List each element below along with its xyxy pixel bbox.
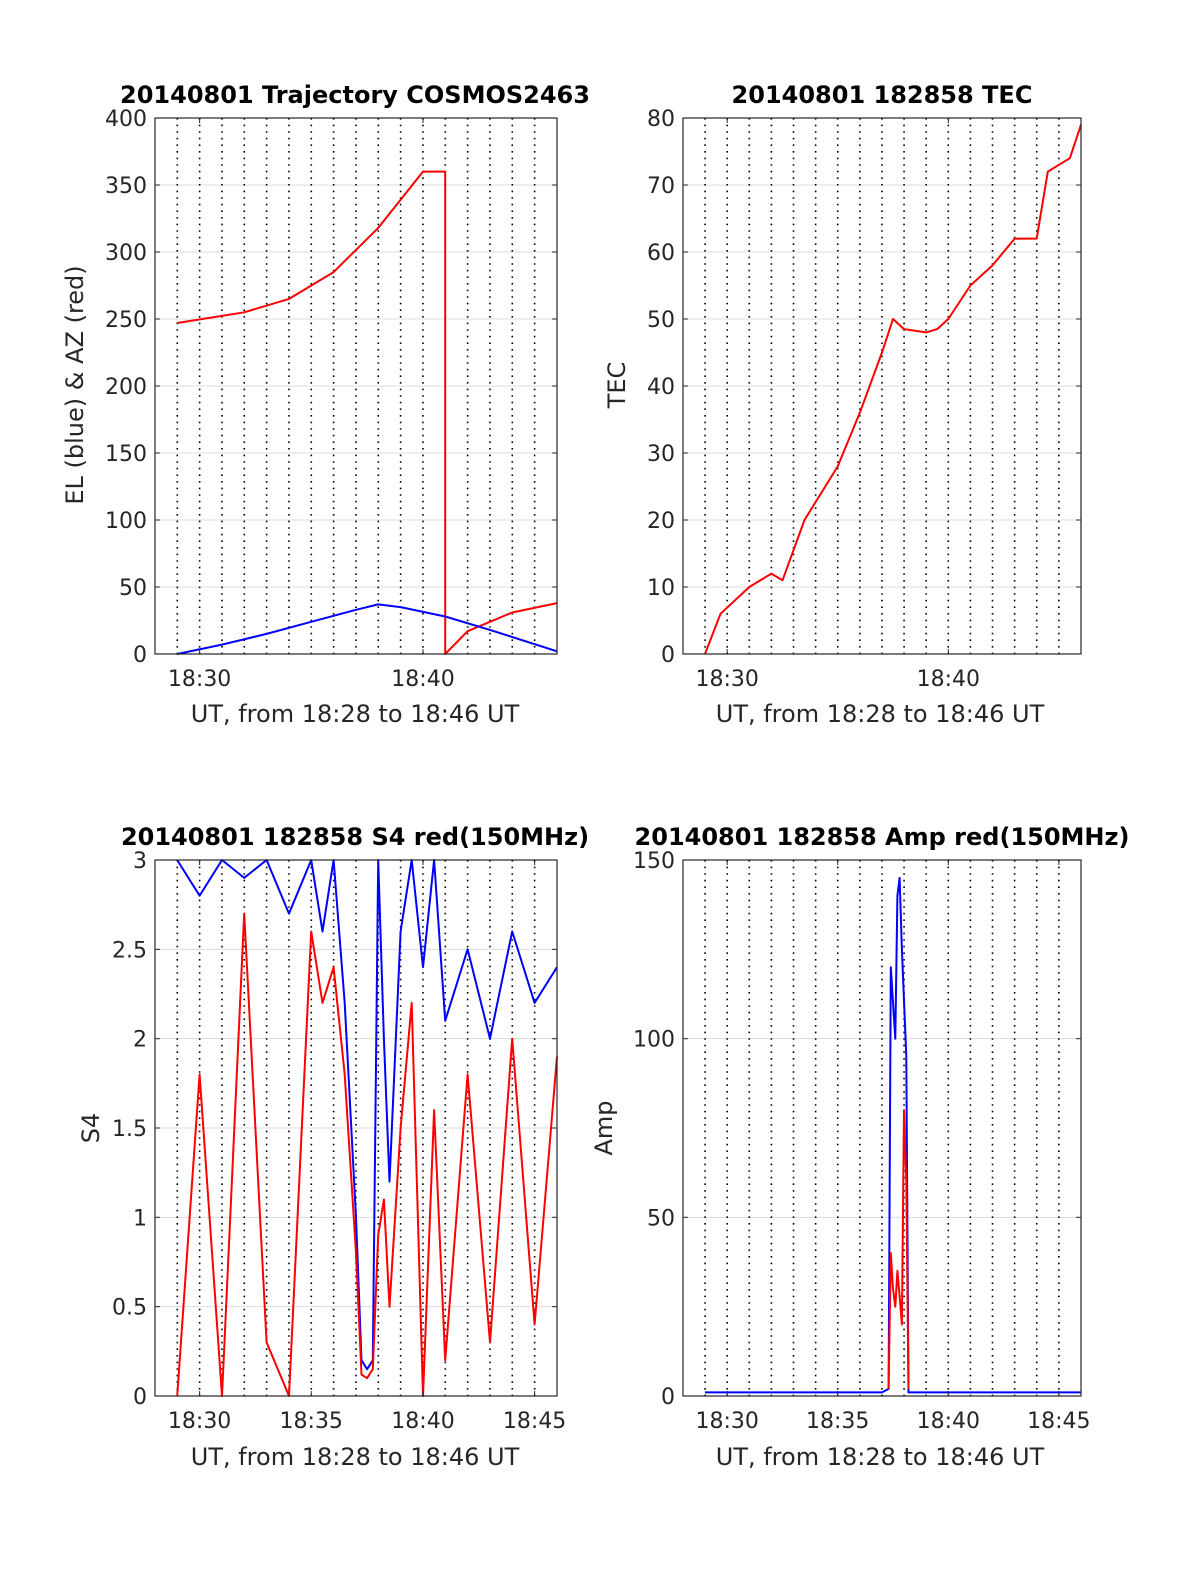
series-line-0 — [705, 876, 1081, 1394]
y-tick-label: 400 — [105, 107, 147, 132]
y-tick-label: 200 — [105, 375, 147, 400]
y-tick-label: 1.5 — [112, 1117, 147, 1142]
series-line-1 — [176, 603, 558, 655]
y-tick-label: 100 — [105, 509, 147, 534]
x-tick-label: 18:40 — [391, 1409, 454, 1434]
y-tick-label: 100 — [633, 1028, 675, 1053]
x-tick-label: 18:35 — [280, 1409, 343, 1434]
x-tick-label: 18:30 — [695, 1409, 758, 1434]
x-tick-label: 18:35 — [806, 1409, 869, 1434]
y-tick-label: 40 — [647, 375, 675, 400]
panel-tec: 20140801 182858 TEC UT, from 18:28 to 18… — [603, 81, 1082, 728]
y-tick-label: 50 — [647, 308, 675, 333]
y-tick-label: 3 — [133, 849, 147, 874]
series-line-1 — [887, 1109, 910, 1389]
y-tick-label: 1 — [133, 1206, 147, 1231]
axes-box — [682, 859, 1082, 1397]
y-tick-label: 0 — [133, 1385, 147, 1410]
y-tick-label: 20 — [647, 509, 675, 534]
y-tick-label: 0.5 — [112, 1296, 147, 1321]
y-axis-label: S4 — [77, 1113, 105, 1144]
y-tick-label: 150 — [633, 849, 675, 874]
y-axis-label: Amp — [590, 1100, 618, 1155]
x-tick-label: 18:30 — [168, 1409, 231, 1434]
y-tick-label: 2.5 — [112, 938, 147, 963]
panel-s4: 20140801 182858 S4 red(150MHz) UT, from … — [77, 823, 589, 1471]
x-tick-label: 18:30 — [695, 667, 758, 692]
y-tick-label: 60 — [647, 241, 675, 266]
y-tick-label: 150 — [105, 442, 147, 467]
y-tick-label: 80 — [647, 107, 675, 132]
y-tick-label: 250 — [105, 308, 147, 333]
y-tick-label: 70 — [647, 174, 675, 199]
panel-title: 20140801 182858 Amp red(150MHz) — [635, 823, 1130, 851]
series-line-1 — [176, 912, 558, 1397]
x-tick-label: 18:40 — [391, 667, 454, 692]
y-tick-label: 0 — [661, 1385, 675, 1410]
x-tick-label: 18:30 — [168, 667, 231, 692]
panel-title: 20140801 182858 S4 red(150MHz) — [121, 823, 589, 851]
panel-title: 20140801 182858 TEC — [732, 81, 1033, 109]
series-line-0 — [177, 170, 558, 655]
y-tick-label: 10 — [647, 576, 675, 601]
y-tick-label: 30 — [647, 442, 675, 467]
y-tick-label: 2 — [133, 1028, 147, 1053]
y-tick-label: 50 — [647, 1206, 675, 1231]
x-tick-label: 18:40 — [917, 1409, 980, 1434]
series-line-0 — [704, 124, 1082, 655]
panel-title: 20140801 Trajectory COSMOS2463 — [120, 81, 590, 109]
y-tick-label: 50 — [119, 576, 147, 601]
x-axis-label: UT, from 18:28 to 18:46 UT — [716, 1443, 1045, 1471]
y-tick-label: 0 — [133, 643, 147, 668]
y-tick-label: 300 — [105, 241, 147, 266]
x-tick-label: 18:45 — [1027, 1409, 1090, 1434]
y-axis-label: EL (blue) & AZ (red) — [61, 265, 89, 504]
y-tick-label: 350 — [105, 174, 147, 199]
x-axis-label: UT, from 18:28 to 18:46 UT — [716, 700, 1045, 728]
x-tick-label: 18:40 — [917, 667, 980, 692]
y-tick-label: 0 — [661, 643, 675, 668]
panel-trajectory: 20140801 Trajectory COSMOS2463 UT, from … — [61, 81, 590, 728]
x-axis-label: UT, from 18:28 to 18:46 UT — [191, 1443, 520, 1471]
x-tick-label: 18:45 — [503, 1409, 566, 1434]
panel-amp: 20140801 182858 Amp red(150MHz) UT, from… — [590, 823, 1129, 1471]
y-axis-label: TEC — [603, 362, 631, 410]
x-axis-label: UT, from 18:28 to 18:46 UT — [191, 700, 520, 728]
